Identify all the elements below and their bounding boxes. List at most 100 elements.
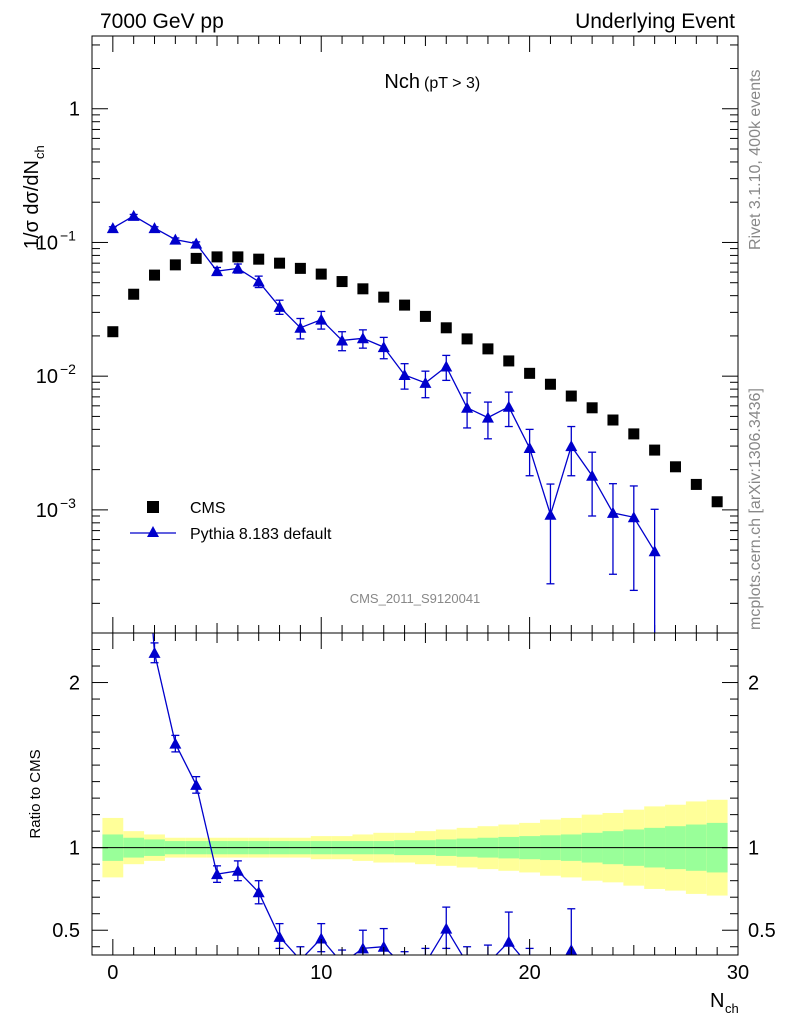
x-tick-label: 30 [727,962,749,984]
cms-point [503,355,515,367]
ratio-pythia-point [399,961,411,972]
ratio-pythia-point [169,737,182,749]
legend-cms-label: CMS [190,500,226,517]
ratio-pythia-point [231,864,244,876]
main-data-marks [106,209,723,633]
cms-point [399,299,411,311]
cms-point [274,257,286,269]
pythia-point [544,508,557,520]
x-tick-label: 20 [518,962,540,984]
pythia-point [377,341,390,353]
legend-pythia-marker [147,526,159,537]
pythia-point [481,411,494,423]
pythia-point [648,545,661,557]
ratio-pythia-point [377,940,390,952]
cms-point [357,283,369,295]
ratio-pythia-point [482,957,494,968]
cms-point [607,414,619,426]
pythia-point [294,321,307,333]
cms-point [294,262,306,274]
main-axis-ticks: 110−110−210−3 [36,36,739,633]
cms-point [169,259,181,271]
ratio-pythia-point [190,778,203,790]
ratio-pythia-point [336,957,348,968]
ratio-pythia-point [148,646,161,658]
ratio-pythia-point [252,886,265,898]
header-left-title: 7000 GeV pp [100,10,224,33]
pythia-point [169,233,182,245]
main-y-axis-label: 1/σ dσ/dN ch [21,145,47,249]
main-title-sub: (pT > 3) [424,75,480,92]
main-y-tick-label: 10 [36,500,58,522]
cms-point [586,402,598,414]
header-right-title: Underlying Event [575,10,735,33]
pythia-point [336,334,349,346]
pythia-point [440,360,453,372]
cms-point [378,291,390,303]
cms-point [440,322,452,334]
ratio-pythia-point [273,930,286,942]
x-label-text: N [710,990,724,1012]
cms-point [649,444,661,456]
x-tick-label: 10 [310,962,332,984]
ratio-y-tick-label-right: 0.5 [748,920,776,942]
pythia-point [606,506,619,518]
main-panel-frame [91,35,739,634]
main-y-tick-exponent: −3 [60,495,76,511]
ratio-y-tick-label-left: 0.5 [52,920,80,942]
cms-point [565,390,577,402]
pythia-point [461,401,474,413]
cms-point [128,288,140,300]
ratio-pythia-point [461,957,473,968]
x-label-sub: ch [725,1001,739,1016]
cms-point [628,428,640,440]
ratio-y-tick-label-left: 1 [69,838,80,860]
analysis-watermark: CMS_2011_S9120041 [350,591,481,606]
pythia-point [148,222,161,234]
ratio-y-label: Ratio to CMS [27,749,44,838]
cms-point [253,253,265,265]
x-axis-label: N ch [710,990,739,1016]
pythia-point [419,376,432,388]
side-note-site: mcplots.cern.ch [arXiv:1306.3436] [747,388,764,630]
pythia-point [398,369,411,381]
cms-point [315,268,327,280]
legend-cms-marker [147,501,159,513]
ratio-axis-ticks: 0.5 0.51 12 20 10 20 30 [52,633,776,984]
main-y-label-sub: ch [32,145,47,159]
cms-point [482,343,494,355]
ratio-y-tick-label-right: 1 [748,838,759,860]
legend: CMS Pythia 8.183 default [130,500,332,543]
pythia-point [231,262,244,274]
pythia-point [211,265,224,277]
ratio-pythia-line [152,633,572,955]
legend-pythia-label: Pythia 8.183 default [190,526,332,543]
pythia-point [586,469,599,481]
main-y-tick-label: 10 [36,366,58,388]
pythia-point [127,209,140,221]
cms-point [544,378,556,390]
cms-point [232,251,244,263]
main-y-tick-exponent: −1 [60,227,76,243]
main-title: Nch [384,71,420,93]
cms-point [107,326,119,338]
cms-point [211,251,223,263]
ratio-y-tick-label-right: 2 [748,673,759,695]
ratio-pythia-point [419,957,431,968]
side-note-version: Rivet 3.1.10, 400k events [747,69,764,250]
cms-point [461,333,473,345]
ratio-pythia-point [440,922,453,934]
pythia-point [523,442,536,454]
ratio-panel-frame [91,632,739,956]
cms-point [336,276,348,288]
cms-point [149,269,161,281]
pythia-point [252,275,265,287]
cms-point [669,461,681,473]
pythia-point [502,400,515,412]
pythia-point [315,313,328,325]
ratio-pythia-point [544,990,556,1001]
ratio-pythia-point [128,371,140,382]
ratio-y-tick-label-left: 2 [69,673,80,695]
pythia-point [190,237,203,249]
cms-point [190,252,202,264]
